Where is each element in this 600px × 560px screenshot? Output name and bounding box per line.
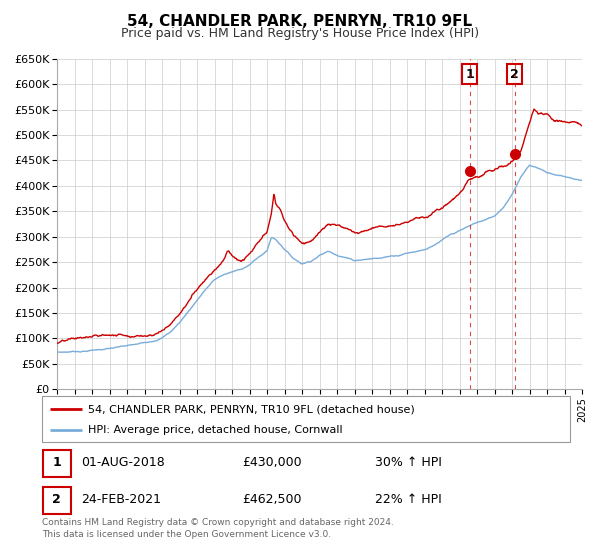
Text: 24-FEB-2021: 24-FEB-2021: [82, 493, 161, 506]
Text: 1: 1: [466, 68, 474, 81]
Text: Price paid vs. HM Land Registry's House Price Index (HPI): Price paid vs. HM Land Registry's House …: [121, 27, 479, 40]
Bar: [43, 487, 71, 514]
Bar: [43, 450, 71, 477]
Text: HPI: Average price, detached house, Cornwall: HPI: Average price, detached house, Corn…: [88, 426, 343, 436]
Text: 54, CHANDLER PARK, PENRYN, TR10 9FL: 54, CHANDLER PARK, PENRYN, TR10 9FL: [127, 14, 473, 29]
Text: 01-AUG-2018: 01-AUG-2018: [82, 456, 166, 469]
Text: 22% ↑ HPI: 22% ↑ HPI: [374, 493, 442, 506]
Text: 2: 2: [52, 493, 61, 506]
Text: £430,000: £430,000: [242, 456, 302, 469]
Text: 2: 2: [510, 68, 519, 81]
Text: 30% ↑ HPI: 30% ↑ HPI: [374, 456, 442, 469]
Text: Contains HM Land Registry data © Crown copyright and database right 2024.
This d: Contains HM Land Registry data © Crown c…: [42, 518, 394, 539]
Text: 1: 1: [52, 456, 61, 469]
Text: 54, CHANDLER PARK, PENRYN, TR10 9FL (detached house): 54, CHANDLER PARK, PENRYN, TR10 9FL (det…: [88, 404, 415, 414]
Text: £462,500: £462,500: [242, 493, 302, 506]
